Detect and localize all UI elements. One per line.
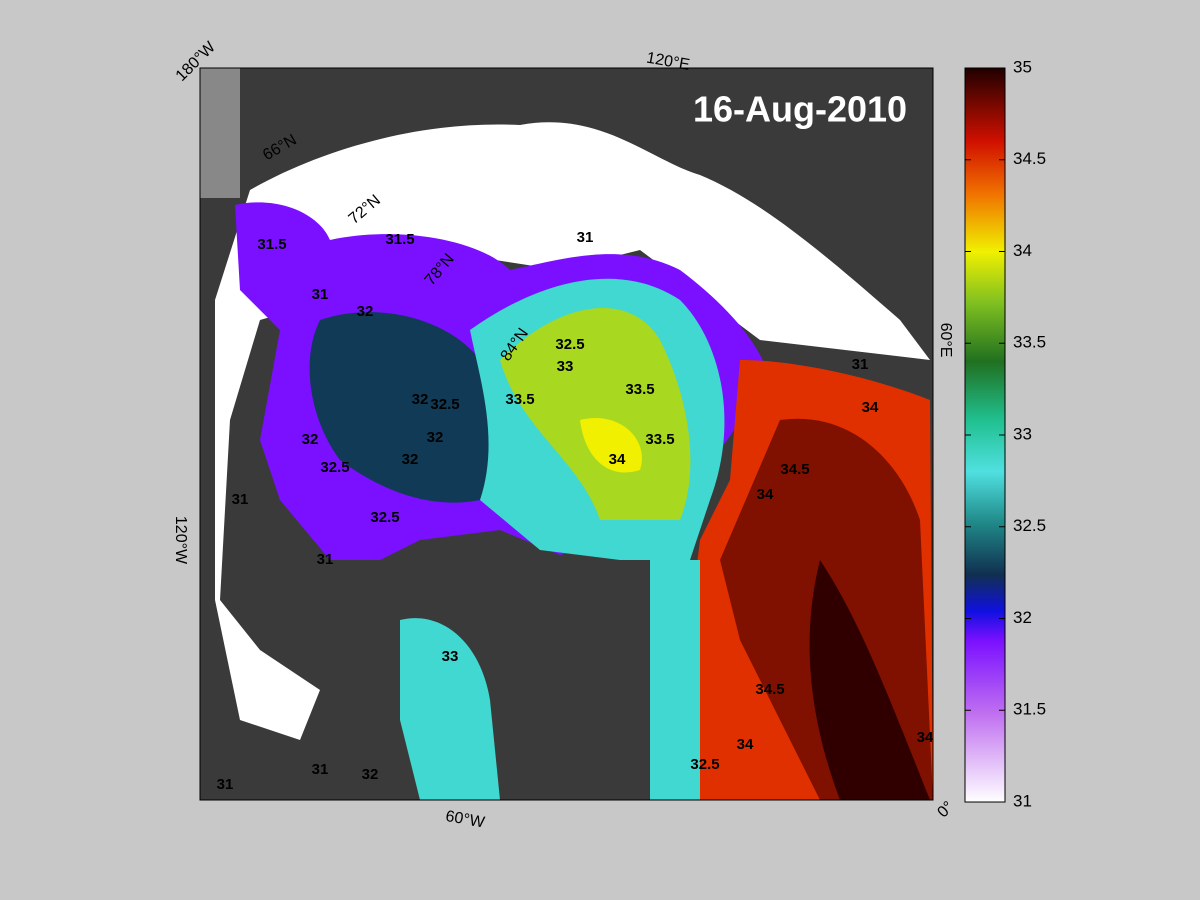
contour-label: 34.5 [780,461,809,478]
contour-label: 32 [362,766,379,783]
halocline-32 [309,312,507,503]
colorbar [964,67,1006,803]
colorbar-tick-label: 34 [1013,241,1032,260]
contour-label: 31.5 [385,231,414,248]
contour-label: 32 [427,429,444,446]
contour-label: 33.5 [645,431,674,448]
contour-label: 34 [757,486,774,503]
contour-label: 31 [577,229,594,246]
sea-ice [215,122,930,741]
contour-label: 34 [609,451,626,468]
contour-label: 32.5 [430,396,459,413]
contour-label: 34 [862,399,879,416]
contour-label: 34 [737,736,754,753]
graticule-label: 120°W [172,516,189,565]
graticule-label: 60°E [937,323,954,358]
contour-label: 31 [217,776,234,793]
contour-label: 32 [302,431,319,448]
contour-label: 32.5 [690,756,719,773]
map-frame [199,67,934,801]
contour-label: 33.5 [625,381,654,398]
east-greenland-current [650,560,700,800]
atlantic-water [500,307,691,520]
contour-label: 31 [312,761,329,778]
contour-label: 33 [442,648,459,665]
contour-label: 33 [557,358,574,375]
contour-label: 32.5 [370,509,399,526]
contour-label: 32 [402,451,419,468]
contour-label: 31 [312,286,329,303]
contour-label: 31 [232,491,249,508]
colorbar-tick-label: 31 [1013,791,1032,810]
colorbar-tick-label: 32 [1013,608,1032,627]
baffin-water [400,618,500,800]
contour-label: 34 [917,729,934,746]
colorbar-tick-label: 32.5 [1013,516,1046,535]
contour-label: 32.5 [320,459,349,476]
contour-label: 32 [412,391,429,408]
colorbar-tick-label: 33.5 [1013,333,1046,352]
nordic-deep [809,560,930,800]
colorbar-tick-label: 33 [1013,424,1032,443]
colorbar-tick-label: 34.5 [1013,149,1046,168]
out-of-domain [200,68,240,198]
graticule-label: 0° [934,798,957,821]
contour-label: 31 [852,356,869,373]
contour-label: 32.5 [555,336,584,353]
high-salinity [580,418,642,473]
colorbar-tick-label: 31.5 [1013,700,1046,719]
graticule-label: 60°W [444,808,487,832]
greenland [500,564,690,800]
colorbar-tick-label: 35 [1013,57,1032,76]
contour-label: 33.5 [505,391,534,408]
contour-label: 31.5 [257,236,286,253]
contour-label: 32 [357,303,374,320]
date-label: 16-Aug-2010 [693,89,907,130]
contour-label: 34.5 [755,681,784,698]
map [200,68,933,800]
contour-label: 31 [317,551,334,568]
